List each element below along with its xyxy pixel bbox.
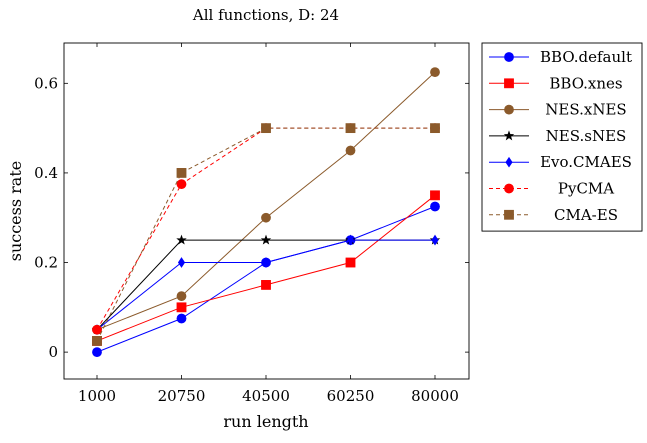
data-point [176, 234, 187, 245]
y-tick-label: 0 [48, 343, 58, 361]
y-axis-label: success rate [6, 161, 25, 262]
data-point [430, 67, 440, 78]
data-point [261, 280, 271, 290]
data-point [430, 190, 440, 201]
data-point [345, 145, 356, 156]
data-point [176, 302, 187, 313]
y-tick-label: 0.6 [34, 74, 58, 92]
x-tick-label: 40500 [242, 387, 290, 405]
legend-marker [504, 183, 514, 194]
data-point [261, 212, 271, 223]
legend: BBO.default BBO.xnes NES.xNES NES.sNES Evo.C… [481, 42, 643, 232]
plot-frame [63, 42, 470, 380]
data-point [176, 313, 187, 324]
x-tick-label: 20750 [158, 387, 206, 405]
plot-area [63, 42, 470, 380]
x-axis-label: run length [223, 412, 308, 431]
legend-label: Evo.CMAES [540, 153, 632, 171]
x-tick-label: 80000 [411, 387, 459, 405]
series-line [96, 127, 435, 330]
legend-label: BBO.default [540, 48, 632, 66]
legend-marker [504, 78, 514, 89]
x-tick-label: 60250 [327, 387, 375, 405]
data-point [345, 123, 356, 134]
data-point [262, 257, 270, 268]
chart-title: All functions, D: 24 [192, 6, 339, 24]
data-point [176, 168, 187, 178]
y-tick-label: 0.4 [34, 164, 58, 182]
legend-marker [505, 156, 513, 168]
legend-marker [504, 104, 514, 115]
data-point [345, 257, 356, 268]
legend-marker [504, 209, 514, 220]
legend-label: PyCMA [558, 180, 614, 198]
data-point [261, 123, 271, 134]
data-point [346, 234, 355, 246]
data-point [92, 347, 102, 358]
data-point [92, 324, 102, 335]
x-axis-ticks: 1000 20750 40500 60250 80000 [78, 43, 459, 405]
legend-label: NES.sNES [546, 127, 627, 145]
legend-label: NES.xNES [545, 101, 626, 119]
legend-marker [503, 130, 515, 141]
data-point [430, 123, 440, 134]
x-tick-label: 1000 [78, 387, 116, 405]
series-line [96, 206, 436, 353]
data-point [176, 179, 187, 190]
legend-label: CMA-ES [554, 206, 618, 224]
series-line [96, 71, 436, 331]
legend-marker [504, 52, 514, 62]
series-line [96, 127, 435, 342]
data-point [176, 291, 187, 302]
data-point [431, 234, 439, 246]
y-axis-ticks: 0 0.2 0.4 0.6 [34, 74, 469, 361]
legend-label: BBO.xnes [549, 74, 622, 92]
data-point [260, 234, 272, 245]
data-point [92, 336, 102, 346]
y-tick-label: 0.2 [34, 254, 58, 272]
data-point [430, 201, 440, 212]
data-point [177, 257, 186, 268]
